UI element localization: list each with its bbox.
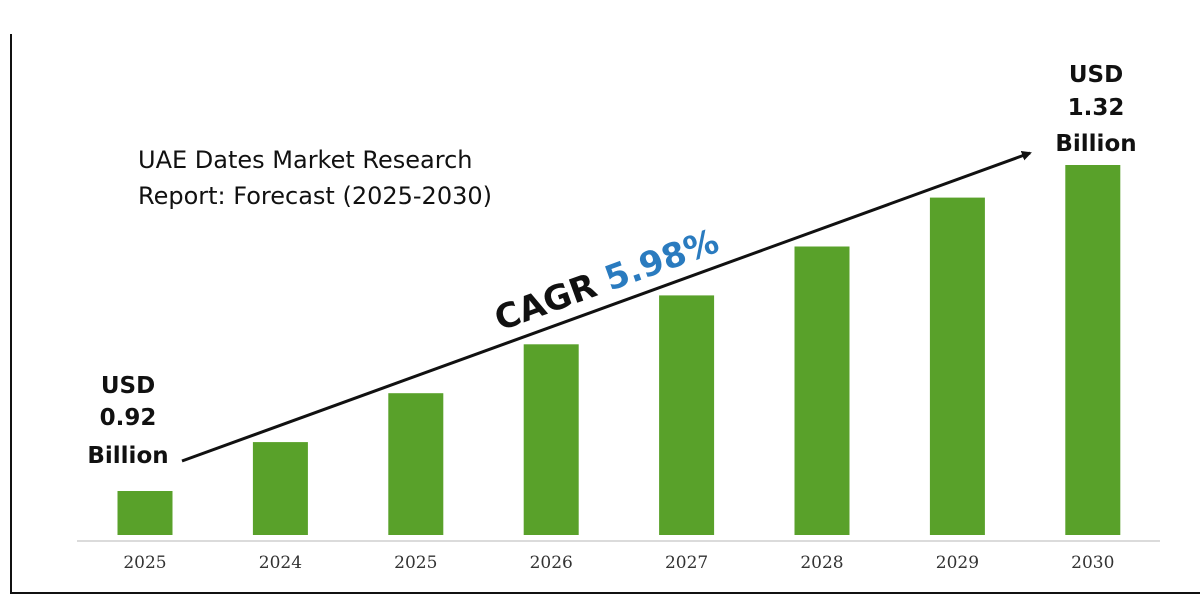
start-value-label-currency: USD	[101, 373, 155, 399]
start-value-label-unit: Billion	[87, 443, 168, 469]
frame-bottom-border	[10, 592, 1200, 594]
end-value-label-unit: Billion	[1055, 131, 1136, 157]
bar-4	[659, 295, 715, 535]
end-value-label-amount: 1.32	[1068, 95, 1125, 121]
x-tick-label-7: 2030	[1071, 553, 1114, 573]
bar-3	[523, 344, 579, 535]
x-tick-label-4: 2027	[665, 553, 708, 573]
bar-0	[117, 491, 173, 535]
bar-7	[1065, 165, 1121, 535]
x-tick-labels: 2025 2024 2025 2026 2027 2028 2029 2030	[123, 553, 1114, 573]
chart-title-line-1: UAE Dates Market Research	[138, 146, 473, 174]
start-value-label-amount: 0.92	[100, 405, 157, 431]
bars-layer	[117, 165, 1121, 535]
frame-left-border	[10, 34, 12, 594]
bar-6	[929, 197, 985, 535]
cagr-trend-arrow	[181, 151, 1032, 463]
x-tick-label-2: 2025	[394, 553, 437, 573]
x-tick-label-3: 2026	[530, 553, 573, 573]
x-tick-label-1: 2024	[259, 553, 302, 573]
bar-5	[794, 246, 850, 535]
chart-title-line-2: Report: Forecast (2025-2030)	[138, 182, 492, 210]
x-tick-label-6: 2029	[936, 553, 979, 573]
bar-2	[388, 393, 444, 535]
x-tick-label-5: 2028	[800, 553, 843, 573]
x-tick-label-0: 2025	[123, 553, 166, 573]
bar-1	[252, 442, 308, 535]
end-value-label-currency: USD	[1069, 62, 1123, 88]
